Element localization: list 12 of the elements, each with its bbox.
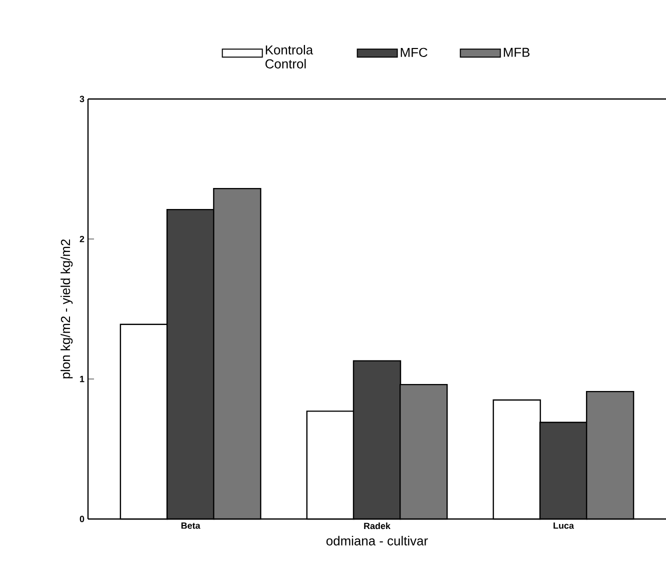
x-axis-title: odmiana - cultivar bbox=[326, 536, 428, 546]
x-tick-label: Radek bbox=[364, 522, 390, 530]
x-tick-label: Luca bbox=[554, 522, 574, 529]
x-tick-label: Beta bbox=[181, 522, 200, 529]
legend-label: MFC bbox=[400, 48, 428, 57]
y-tick-label: 2 bbox=[80, 236, 84, 242]
y-tick-label: 3 bbox=[80, 96, 84, 102]
legend-label: MFB bbox=[504, 48, 530, 57]
legend-label: Kontrola Control bbox=[265, 44, 314, 68]
y-tick-label: 1 bbox=[80, 376, 84, 382]
y-tick-label: 0 bbox=[80, 516, 84, 522]
y-axis-title: plon kg/m2 - yield kg/m2 bbox=[60, 239, 73, 378]
